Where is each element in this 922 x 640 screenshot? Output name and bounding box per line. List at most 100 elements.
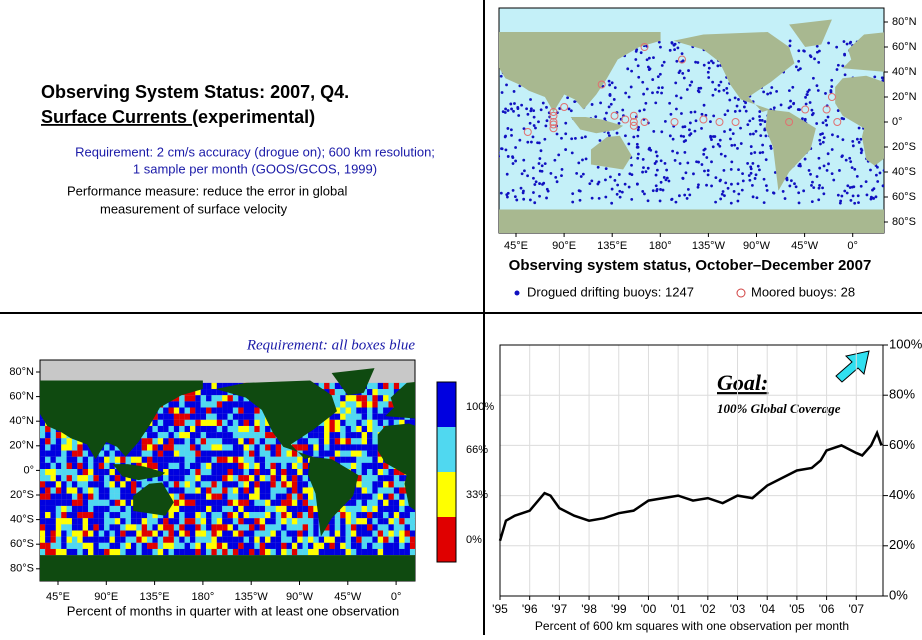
buoy	[528, 198, 532, 202]
coverage-box	[340, 518, 346, 525]
lat-label: 20°S	[10, 489, 34, 501]
buoy	[738, 109, 742, 113]
coverage-box	[184, 536, 191, 543]
coverage-box	[61, 493, 67, 500]
coverage-box	[206, 475, 212, 482]
coverage-box	[324, 450, 330, 457]
coverage-box	[157, 462, 164, 470]
buoy	[756, 164, 760, 168]
coverage-box	[216, 438, 223, 445]
coverage-box	[45, 469, 51, 476]
coverage-box	[238, 524, 244, 531]
coverage-box	[254, 432, 260, 439]
coverage-box	[313, 530, 319, 537]
coverage-box	[227, 395, 233, 402]
buoy	[830, 85, 834, 88]
coverage-box	[55, 481, 62, 488]
coverage-box	[184, 425, 191, 433]
coverage-box	[340, 401, 346, 408]
coverage-box	[93, 530, 99, 537]
buoy	[588, 182, 592, 186]
coverage-box	[281, 450, 287, 457]
buoy	[605, 111, 608, 115]
coverage-box	[195, 542, 201, 549]
coverage-box	[163, 536, 169, 543]
buoy	[716, 142, 720, 146]
coverage-box	[200, 548, 207, 556]
buoy	[728, 98, 732, 102]
map-caption: Percent of months in quarter with at lea…	[67, 603, 399, 618]
buoy	[724, 181, 728, 185]
buoy	[785, 176, 789, 180]
coverage-box	[254, 493, 260, 500]
coverage-box	[173, 432, 180, 439]
coverage-box	[109, 469, 115, 476]
buoy	[746, 162, 750, 165]
coverage-box	[340, 395, 346, 402]
coverage-box	[356, 518, 362, 525]
buoy	[730, 160, 734, 164]
coverage-box	[77, 469, 83, 476]
coverage-box	[184, 450, 191, 457]
coverage-box	[216, 475, 223, 482]
coverage-box	[200, 419, 207, 426]
coverage-box	[302, 542, 309, 549]
coverage-box	[45, 499, 51, 506]
buoy	[642, 92, 646, 96]
coverage-box	[152, 475, 158, 482]
coverage-box	[109, 493, 115, 500]
coverage-box	[66, 524, 72, 531]
coverage-box	[232, 438, 239, 445]
coverage-box	[377, 475, 384, 482]
coverage-box	[114, 536, 121, 543]
coverage-box	[200, 432, 207, 439]
lon-label: 135°E	[140, 591, 170, 603]
coverage-box	[50, 432, 56, 439]
coverage-box	[238, 518, 244, 525]
coverage-box	[265, 419, 271, 426]
coverage-box	[184, 499, 191, 506]
coverage-box	[222, 389, 228, 396]
buoy	[788, 44, 792, 48]
moored-buoy	[827, 93, 836, 101]
buoy	[688, 128, 691, 132]
buoy	[759, 123, 762, 126]
coverage-box	[184, 542, 191, 549]
coverage-box	[211, 512, 217, 519]
coverage-box	[388, 524, 394, 531]
land	[215, 380, 337, 460]
coverage-box	[114, 444, 121, 451]
coverage-box	[195, 493, 201, 500]
coverage-box	[275, 524, 282, 531]
coverage-box	[206, 524, 212, 531]
buoy	[753, 151, 757, 154]
coverage-box	[195, 395, 201, 402]
buoy	[515, 198, 519, 202]
title-part: (experimental)	[192, 107, 315, 127]
coverage-box	[211, 518, 217, 525]
coverage-box	[88, 524, 94, 531]
coverage-box	[238, 432, 244, 439]
coverage-box	[291, 456, 298, 463]
buoy	[597, 180, 601, 184]
buoy	[662, 60, 666, 64]
coverage-box	[350, 456, 357, 463]
buoy	[530, 140, 533, 144]
buoy	[518, 138, 522, 142]
buoy	[763, 128, 767, 132]
coverage-box	[88, 481, 94, 488]
coverage-box	[232, 518, 239, 525]
coverage-box	[189, 401, 196, 408]
buoy	[655, 168, 659, 172]
coverage-box	[173, 518, 180, 525]
coverage-box	[141, 481, 148, 488]
coverage-box	[340, 542, 346, 549]
buoy	[654, 101, 658, 105]
coverage-box	[157, 512, 164, 519]
coverage-box	[98, 493, 105, 500]
coverage-box	[297, 505, 303, 513]
requirement: 1 sample per month (GOOS/GCOS, 1999)	[133, 161, 377, 176]
coverage-box	[232, 419, 239, 426]
coverage-box	[125, 524, 131, 531]
buoy	[526, 112, 530, 116]
